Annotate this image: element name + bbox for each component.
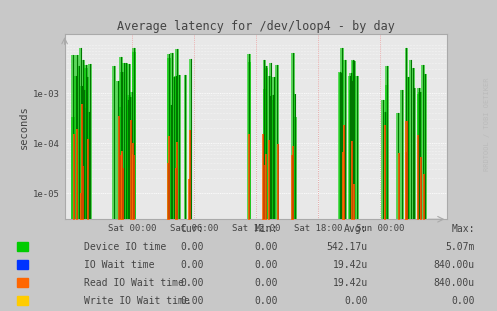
Text: Write IO Wait time: Write IO Wait time <box>84 296 190 306</box>
Text: IO Wait time: IO Wait time <box>84 260 155 270</box>
Text: Read IO Wait time: Read IO Wait time <box>84 278 184 288</box>
Text: Max:: Max: <box>451 224 475 234</box>
Text: 0.00: 0.00 <box>180 260 204 270</box>
Text: 0.00: 0.00 <box>255 260 278 270</box>
Text: Avg:: Avg: <box>344 224 368 234</box>
Text: 19.42u: 19.42u <box>332 278 368 288</box>
Text: Cur:: Cur: <box>180 224 204 234</box>
Text: Min:: Min: <box>255 224 278 234</box>
Text: 0.00: 0.00 <box>255 278 278 288</box>
Text: 0.00: 0.00 <box>255 242 278 252</box>
Text: 0.00: 0.00 <box>180 296 204 306</box>
Text: 19.42u: 19.42u <box>332 260 368 270</box>
Text: 0.00: 0.00 <box>180 242 204 252</box>
Text: 0.00: 0.00 <box>180 278 204 288</box>
Text: 542.17u: 542.17u <box>327 242 368 252</box>
Text: 0.00: 0.00 <box>451 296 475 306</box>
Text: 840.00u: 840.00u <box>433 260 475 270</box>
Text: 5.07m: 5.07m <box>445 242 475 252</box>
Text: Device IO time: Device IO time <box>84 242 166 252</box>
Title: Average latency for /dev/loop4 - by day: Average latency for /dev/loop4 - by day <box>117 20 395 33</box>
Text: 840.00u: 840.00u <box>433 278 475 288</box>
Text: RRDTOOL / TOBI OETIKER: RRDTOOL / TOBI OETIKER <box>484 78 490 171</box>
Text: 0.00: 0.00 <box>344 296 368 306</box>
Text: 0.00: 0.00 <box>255 296 278 306</box>
Y-axis label: seconds: seconds <box>19 105 29 149</box>
